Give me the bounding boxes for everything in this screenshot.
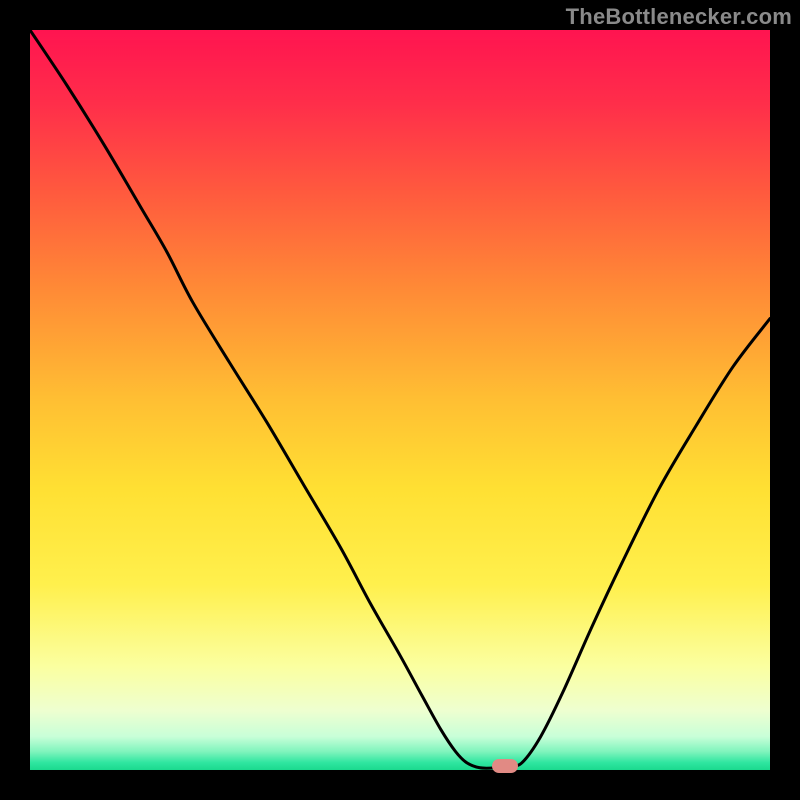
bottleneck-curve (30, 30, 770, 768)
curve-layer (30, 30, 770, 770)
watermark-text: TheBottlenecker.com (566, 4, 792, 30)
plot-area (30, 30, 770, 770)
chart-stage: TheBottlenecker.com (0, 0, 800, 800)
optimal-marker (492, 759, 518, 773)
